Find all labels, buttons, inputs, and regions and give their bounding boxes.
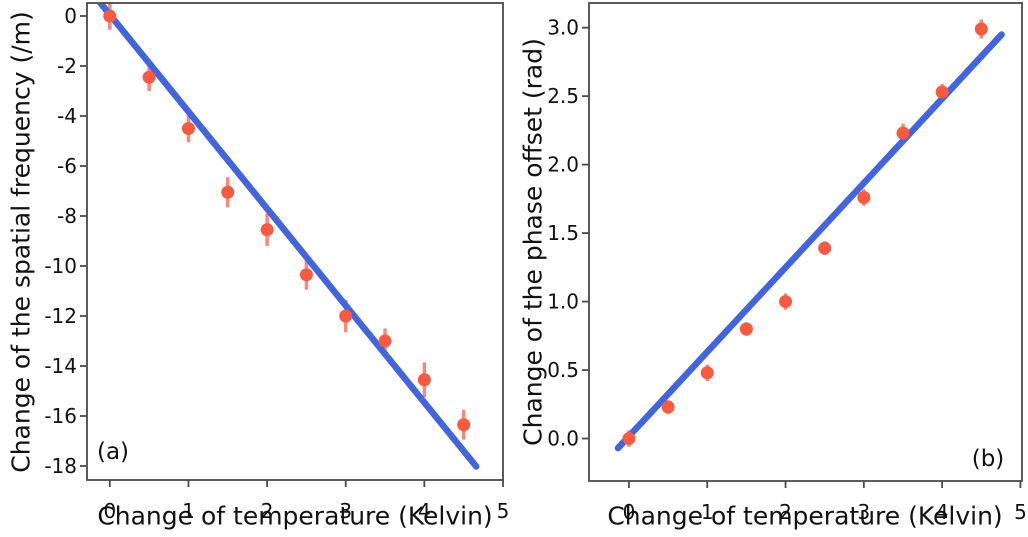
data-point	[935, 85, 949, 99]
panel-a-y-axis-label: Change of the spatial frequency (/m)	[6, 11, 36, 473]
data-point	[221, 185, 235, 199]
data-point	[896, 126, 910, 140]
y-tick-label: -18	[44, 454, 77, 478]
data-point	[339, 309, 353, 323]
x-tick-label: 2	[779, 500, 792, 524]
x-tick-label: 4	[936, 500, 949, 524]
y-tick-label: -12	[44, 304, 77, 328]
x-tick-label: 3	[857, 500, 870, 524]
data-point	[857, 190, 871, 204]
panel-b: 0 1 2 3 4 5 0.0 0.5 1.0 1.5 2.0 2.5 3.0 Change of th…	[514, 0, 1028, 537]
x-tick-label: 0	[623, 500, 636, 524]
y-tick-label: 0	[64, 4, 77, 28]
y-tick-label: -2	[57, 54, 77, 78]
y-tick-label: 2.5	[547, 84, 579, 108]
data-point	[818, 241, 832, 255]
y-tick-label: -16	[44, 404, 77, 428]
data-point	[661, 400, 675, 414]
y-tick-label: -4	[57, 104, 77, 128]
data-point	[103, 9, 117, 23]
panel-b-plot: 0 1 2 3 4 5 0.0 0.5 1.0 1.5 2.0 2.5 3.0	[547, 2, 1027, 524]
data-point	[974, 22, 988, 36]
y-tick-label: -6	[57, 154, 77, 178]
data-point	[700, 366, 714, 380]
data-point	[142, 70, 156, 84]
axes-frame	[86, 2, 504, 481]
data-point	[779, 295, 793, 309]
x-tick-label: 5	[1014, 500, 1027, 524]
y-tick-label: -8	[57, 204, 77, 228]
x-tick-label: 2	[261, 499, 274, 523]
data-point	[417, 373, 431, 387]
x-tick-label: 3	[339, 499, 352, 523]
data-point	[378, 334, 392, 348]
panel-b-y-axis-label: Change of the phase offset (rad)	[518, 38, 548, 446]
y-tick-label: 1.5	[547, 221, 579, 245]
y-tick-label: 3.0	[547, 16, 579, 40]
data-point	[299, 268, 313, 282]
panel-a: 0 1 2 3 4 5 0 -2 -4 -6 -8 -10 -12 -14 -16 -18 Change of…	[6, 2, 510, 531]
y-tick-label: 0.5	[547, 358, 579, 382]
axes-frame	[588, 2, 1023, 482]
y-tick-label: 2.0	[547, 153, 579, 177]
data-point	[739, 322, 753, 336]
fit-line	[614, 31, 1005, 452]
data-point	[260, 223, 274, 237]
panel-a-plot: 0 1 2 3 4 5 0 -2 -4 -6 -8 -10 -12 -14 -16 -18	[44, 2, 510, 523]
x-tick-label: 5	[497, 499, 510, 523]
fit-line	[97, 3, 480, 470]
data-point	[181, 122, 195, 135]
panel-a-x-axis-label: Change of temperature (Kelvin)	[97, 501, 493, 531]
y-tick-label: 0.0	[547, 427, 579, 451]
x-tick-label: 1	[701, 500, 714, 524]
x-tick-label: 4	[418, 499, 431, 523]
panel-b-x-axis-label: Change of temperature (Kelvin)	[607, 501, 1003, 531]
y-tick-label: -10	[44, 254, 77, 278]
y-tick-label: 1.0	[547, 290, 579, 314]
x-tick-label: 1	[182, 499, 195, 523]
data-point	[457, 418, 471, 432]
panel-a-tag: (a)	[96, 439, 130, 465]
panel-b-tag: (b)	[971, 446, 1005, 472]
data-point	[622, 432, 636, 446]
x-tick-label: 0	[103, 499, 116, 523]
y-tick-label: -14	[44, 354, 77, 378]
